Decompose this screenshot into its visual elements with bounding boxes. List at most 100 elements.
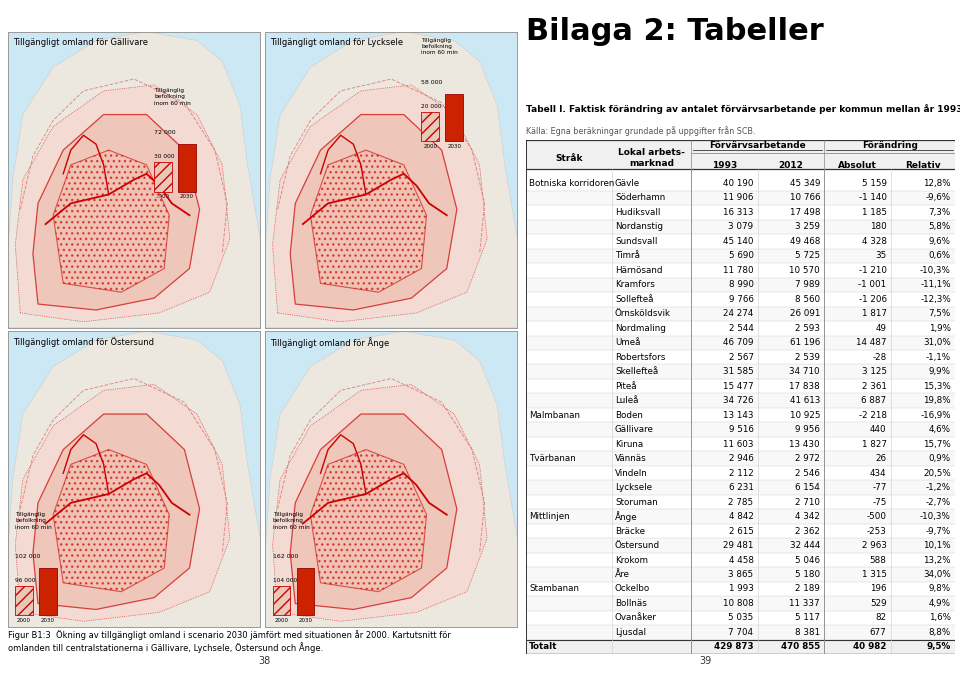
Text: 4 842: 4 842	[729, 512, 754, 521]
Text: 529: 529	[870, 599, 886, 608]
Text: Gällivare: Gällivare	[615, 425, 654, 434]
Text: 196: 196	[870, 584, 886, 594]
Text: 1993: 1993	[712, 161, 737, 170]
Text: -1 140: -1 140	[858, 193, 886, 203]
Polygon shape	[273, 384, 487, 621]
Text: 15 477: 15 477	[723, 382, 754, 391]
Text: 180: 180	[870, 222, 886, 232]
Text: Ljusdal: Ljusdal	[615, 628, 646, 637]
Text: Källa: Egna beräkningar grundade på uppgifter från SCB.: Källa: Egna beräkningar grundade på uppg…	[526, 127, 756, 137]
Text: Tillgänglig
befolkning
inom 60 min: Tillgänglig befolkning inom 60 min	[15, 512, 52, 530]
Text: 26: 26	[876, 454, 886, 463]
Text: 17 498: 17 498	[789, 208, 820, 217]
Text: Lokal arbets-
marknad: Lokal arbets- marknad	[618, 148, 685, 168]
Text: Tillgänglig
befolkning
inom 60 min: Tillgänglig befolkning inom 60 min	[421, 38, 458, 55]
Text: 162 000: 162 000	[273, 554, 298, 559]
Bar	[526, 567, 955, 581]
Polygon shape	[15, 85, 229, 322]
Text: 1 827: 1 827	[861, 439, 886, 449]
Text: Förändring: Förändring	[862, 141, 918, 150]
Text: 40 982: 40 982	[853, 643, 886, 651]
Text: 4 458: 4 458	[729, 555, 754, 565]
Text: 34,0%: 34,0%	[924, 570, 951, 579]
Polygon shape	[33, 414, 200, 610]
Text: Boden: Boden	[615, 411, 643, 420]
Text: Botniska korridoren: Botniska korridoren	[529, 179, 614, 188]
Text: Bollnäs: Bollnäs	[615, 599, 647, 608]
Bar	[445, 94, 463, 141]
Text: 45 140: 45 140	[723, 237, 754, 246]
Text: 0,9%: 0,9%	[928, 454, 951, 463]
Text: 96 000: 96 000	[15, 578, 36, 583]
Text: -500: -500	[867, 512, 886, 521]
Text: 3 259: 3 259	[795, 222, 820, 232]
Text: Robertsfors: Robertsfors	[615, 353, 665, 362]
Polygon shape	[273, 85, 487, 322]
Text: 8 990: 8 990	[729, 281, 754, 289]
Text: Luleå: Luleå	[615, 396, 638, 405]
Text: Vännäs: Vännäs	[615, 454, 647, 463]
Text: 10 925: 10 925	[789, 411, 820, 420]
Polygon shape	[33, 114, 200, 310]
Text: 6 154: 6 154	[795, 483, 820, 492]
Polygon shape	[53, 150, 169, 292]
Text: 2 567: 2 567	[729, 353, 754, 362]
Text: 49: 49	[876, 324, 886, 332]
Text: 13 143: 13 143	[723, 411, 754, 420]
Text: 7 704: 7 704	[729, 628, 754, 637]
Polygon shape	[310, 450, 426, 592]
Text: 3 125: 3 125	[861, 367, 886, 376]
Text: Relativ: Relativ	[905, 161, 941, 170]
Text: 2000: 2000	[156, 194, 170, 199]
Bar	[526, 452, 955, 466]
Text: Härnösand: Härnösand	[615, 266, 662, 275]
Text: 2000: 2000	[17, 618, 31, 623]
Bar	[39, 568, 57, 615]
Text: -16,9%: -16,9%	[921, 411, 951, 420]
Bar	[526, 306, 955, 321]
Bar	[526, 219, 955, 234]
Bar	[526, 596, 955, 610]
Text: 34 726: 34 726	[723, 396, 754, 405]
Bar	[421, 112, 439, 141]
Bar	[526, 509, 955, 524]
Text: 8 381: 8 381	[795, 628, 820, 637]
Bar	[526, 248, 955, 263]
Text: 5 725: 5 725	[795, 251, 820, 260]
Text: 19,8%: 19,8%	[924, 396, 951, 405]
Text: 2030: 2030	[180, 194, 194, 199]
Text: 41 613: 41 613	[790, 396, 820, 405]
Text: Piteå: Piteå	[615, 382, 636, 391]
Bar	[526, 639, 955, 654]
Bar	[297, 568, 314, 615]
Bar	[155, 162, 172, 192]
Text: 38: 38	[258, 656, 270, 666]
Text: Ockelbo: Ockelbo	[615, 584, 650, 594]
Text: -253: -253	[867, 526, 886, 536]
Bar	[526, 538, 955, 553]
Text: Mittlinjen: Mittlinjen	[529, 512, 569, 521]
Polygon shape	[15, 384, 229, 621]
Text: 61 196: 61 196	[790, 339, 820, 347]
Text: 5,8%: 5,8%	[928, 222, 951, 232]
Text: -1,2%: -1,2%	[925, 483, 951, 492]
Text: 1,6%: 1,6%	[929, 614, 951, 623]
Bar	[526, 625, 955, 639]
Text: 1 993: 1 993	[729, 584, 754, 594]
Text: Tillgängligt omland för Ånge: Tillgängligt omland för Ånge	[270, 337, 389, 348]
Text: Sollefteå: Sollefteå	[615, 295, 654, 304]
Bar	[15, 586, 33, 615]
Bar	[526, 423, 955, 437]
Text: Vindeln: Vindeln	[615, 468, 648, 478]
Text: Sundsvall: Sundsvall	[615, 237, 658, 246]
Text: 0,6%: 0,6%	[928, 251, 951, 260]
Text: 10,1%: 10,1%	[924, 541, 951, 550]
Text: 20,5%: 20,5%	[924, 468, 951, 478]
Text: Tvärbanan: Tvärbanan	[529, 454, 576, 463]
Text: 429 873: 429 873	[714, 643, 754, 651]
Bar	[526, 336, 955, 350]
Text: 2 361: 2 361	[862, 382, 886, 391]
Text: Förvärvsarbetande: Förvärvsarbetande	[709, 141, 806, 150]
Text: 4 342: 4 342	[795, 512, 820, 521]
Text: 13 430: 13 430	[789, 439, 820, 449]
